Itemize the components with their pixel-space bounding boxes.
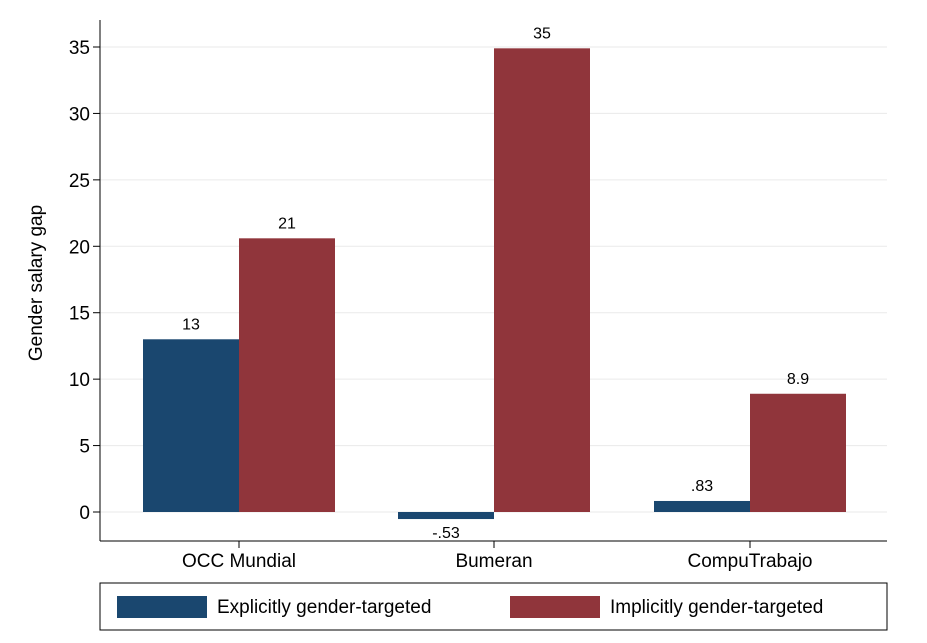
y-tick-label: 10 bbox=[69, 370, 90, 391]
y-tick-label: 35 bbox=[69, 38, 90, 59]
x-tick-label: OCC Mundial bbox=[182, 551, 296, 572]
y-tick-label: 5 bbox=[79, 437, 90, 458]
bar bbox=[143, 339, 239, 512]
y-tick-label: 15 bbox=[69, 304, 90, 325]
y-tick-label: 30 bbox=[69, 104, 90, 125]
x-axis: OCC Mundial Bumeran CompuTrabajo bbox=[182, 541, 813, 572]
legend-label: Implicitly gender-targeted bbox=[610, 597, 823, 618]
bar bbox=[239, 238, 335, 513]
bar-value-label: 21 bbox=[278, 215, 296, 232]
y-tick-label: 20 bbox=[69, 237, 90, 258]
bar-value-label: 35 bbox=[533, 25, 551, 42]
bar bbox=[654, 500, 750, 512]
x-tick-label: CompuTrabajo bbox=[688, 551, 813, 572]
legend-swatch bbox=[117, 596, 207, 618]
bar-value-label: -.53 bbox=[432, 525, 460, 542]
bar-value-label: .83 bbox=[691, 478, 713, 495]
bar-value-label: 13 bbox=[182, 316, 200, 333]
legend: Explicitly gender-targeted Implicitly gen… bbox=[99, 582, 888, 631]
y-tick-label: 25 bbox=[69, 171, 90, 192]
bar bbox=[398, 512, 494, 520]
legend-swatch bbox=[510, 596, 600, 618]
legend-box bbox=[99, 582, 888, 631]
y-axis: 0 5 10 15 20 25 30 35 bbox=[69, 20, 887, 542]
x-tick-label: Bumeran bbox=[455, 551, 532, 572]
y-axis-title: Gender salary gap bbox=[26, 205, 47, 361]
y-tick-label: 0 bbox=[79, 503, 90, 524]
bars bbox=[143, 48, 846, 520]
legend-label: Explicitly gender-targeted bbox=[217, 597, 431, 618]
bar-value-label: 8.9 bbox=[787, 371, 809, 388]
data-labels: 13 21 -.53 35 .83 8.9 bbox=[182, 25, 809, 542]
bar bbox=[750, 393, 846, 512]
bar bbox=[494, 48, 590, 512]
